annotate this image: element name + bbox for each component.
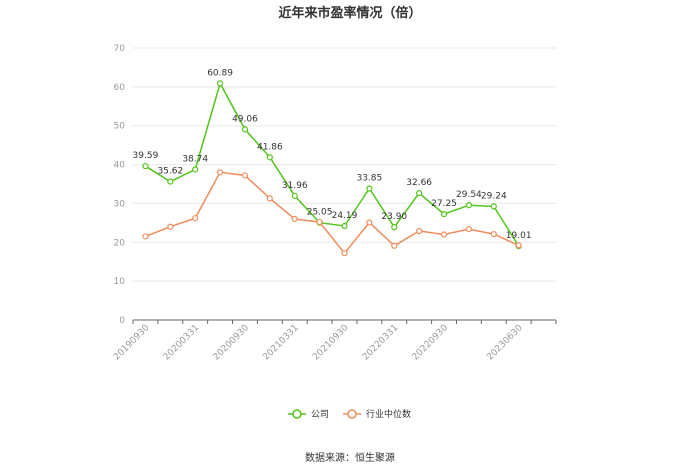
x-tick-label: 20220930 xyxy=(411,323,451,363)
data-point xyxy=(465,225,473,233)
data-point xyxy=(341,222,348,230)
data-point xyxy=(465,202,473,209)
data-label: 24.19 xyxy=(332,211,358,221)
data-label: 25.05 xyxy=(307,208,333,218)
data-label: 33.85 xyxy=(356,173,382,183)
legend-marker xyxy=(347,409,357,419)
y-tick-label: 10 xyxy=(114,277,126,287)
data-label: 35.62 xyxy=(157,167,183,177)
legend-item-label[interactable]: 行业中位数 xyxy=(366,408,411,420)
data-point xyxy=(266,195,273,202)
legend-marker xyxy=(292,409,302,419)
data-label: 31.96 xyxy=(282,181,308,191)
data-point xyxy=(266,154,273,161)
y-tick-label: 20 xyxy=(114,238,126,248)
data-point xyxy=(391,242,398,249)
data-point xyxy=(216,169,224,176)
legend-item-label[interactable]: 公司 xyxy=(311,409,329,420)
data-label: 49.06 xyxy=(232,114,258,124)
chart-title: 近年来市盈率情况（倍） xyxy=(278,5,421,21)
source-note: 数据来源：恒生聚源 xyxy=(305,451,395,464)
data-point xyxy=(291,192,298,199)
x-tick-label: 20190930 xyxy=(112,323,152,363)
data-point xyxy=(490,231,497,238)
data-label: 60.89 xyxy=(207,68,233,78)
y-tick-label: 70 xyxy=(114,44,126,54)
x-tick-label: 20230630 xyxy=(485,323,525,363)
series xyxy=(142,80,522,257)
data-point xyxy=(391,224,398,231)
series-line-1 xyxy=(145,171,520,255)
data-point xyxy=(216,80,224,87)
data-label: 38.74 xyxy=(182,154,208,164)
data-labels: 39.59 35.62 38.74 60.89 49.06 41.86 31.96 25.05… xyxy=(133,68,532,241)
x-tick-label: 20210331 xyxy=(261,323,300,362)
data-label: 19.01 xyxy=(506,231,532,241)
data-point xyxy=(416,227,423,235)
x-tick-label: 20200930 xyxy=(212,323,252,363)
data-point xyxy=(241,172,249,179)
data-label: 23.90 xyxy=(381,212,407,222)
data-label: 29.24 xyxy=(481,191,507,201)
data-label: 27.25 xyxy=(431,199,457,209)
data-point xyxy=(366,185,373,192)
data-label: 29.54 xyxy=(456,190,482,200)
data-label: 32.66 xyxy=(406,178,432,188)
data-point xyxy=(366,219,373,226)
x-tick-label: 20210930 xyxy=(311,323,351,363)
series-line-0 xyxy=(145,81,520,247)
y-tick-label: 0 xyxy=(119,316,125,326)
data-point xyxy=(440,231,448,238)
y-tick-label: 30 xyxy=(114,199,126,209)
data-point xyxy=(192,166,199,173)
legend[interactable]: 公司 行业中位数 xyxy=(288,408,411,420)
data-point xyxy=(192,215,199,222)
data-point xyxy=(241,126,249,133)
data-point xyxy=(341,250,348,257)
y-tick-label: 50 xyxy=(114,122,126,132)
y-tick-label: 40 xyxy=(114,161,126,171)
data-point xyxy=(167,178,174,185)
data-point xyxy=(416,189,423,197)
y-tick-label: 60 xyxy=(114,83,126,93)
data-point xyxy=(167,223,174,230)
data-label: 39.59 xyxy=(133,151,159,161)
data-label: 41.86 xyxy=(257,142,283,152)
data-point xyxy=(490,203,497,210)
x-tick-label: 20220331 xyxy=(361,323,400,362)
data-point xyxy=(316,218,323,226)
data-point xyxy=(291,215,298,223)
data-point xyxy=(440,211,448,218)
data-point xyxy=(142,233,149,240)
data-point xyxy=(142,163,149,170)
data-point xyxy=(515,242,522,249)
x-tick-label: 20200331 xyxy=(162,323,201,362)
